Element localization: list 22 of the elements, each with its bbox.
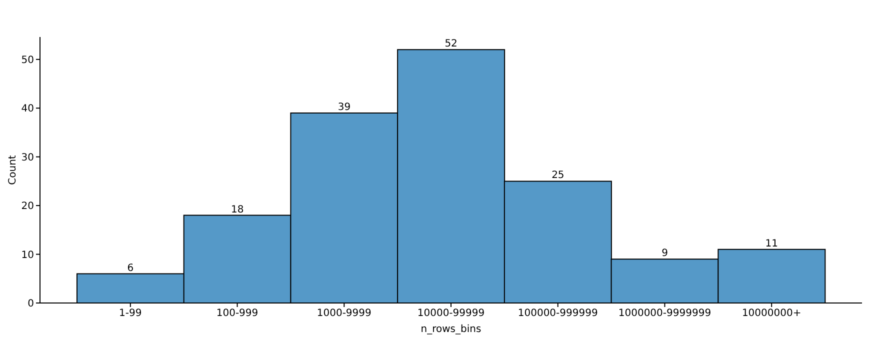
x-tick-label: 1-99 — [119, 308, 142, 320]
data-label: 6 — [127, 262, 134, 274]
data-label: 39 — [338, 102, 351, 113]
y-axis-title: Count — [8, 155, 19, 185]
x-axis-title: n_rows_bins — [420, 324, 482, 336]
data-label: 11 — [765, 238, 778, 250]
x-tick-label: 1000000-9999999 — [618, 308, 712, 320]
x-tick-label: 100-999 — [216, 308, 258, 320]
y-tick-label: 30 — [21, 152, 34, 164]
x-tick-label: 10000-99999 — [417, 308, 485, 320]
y-tick-label: 10 — [21, 250, 34, 261]
x-tick-label: 1000-9999 — [316, 308, 372, 320]
data-label: 52 — [444, 38, 458, 50]
y-tick-label: 20 — [21, 201, 34, 212]
data-label: 18 — [230, 204, 244, 216]
y-tick-label: 0 — [28, 298, 34, 310]
y-tick-label: 40 — [21, 104, 34, 115]
x-tick-label: 10000000+ — [742, 308, 802, 320]
y-tick-label: 50 — [21, 54, 34, 66]
x-tick-label: 100000-999999 — [518, 308, 598, 320]
data-label: 25 — [552, 170, 564, 182]
data-label: 9 — [662, 248, 668, 260]
